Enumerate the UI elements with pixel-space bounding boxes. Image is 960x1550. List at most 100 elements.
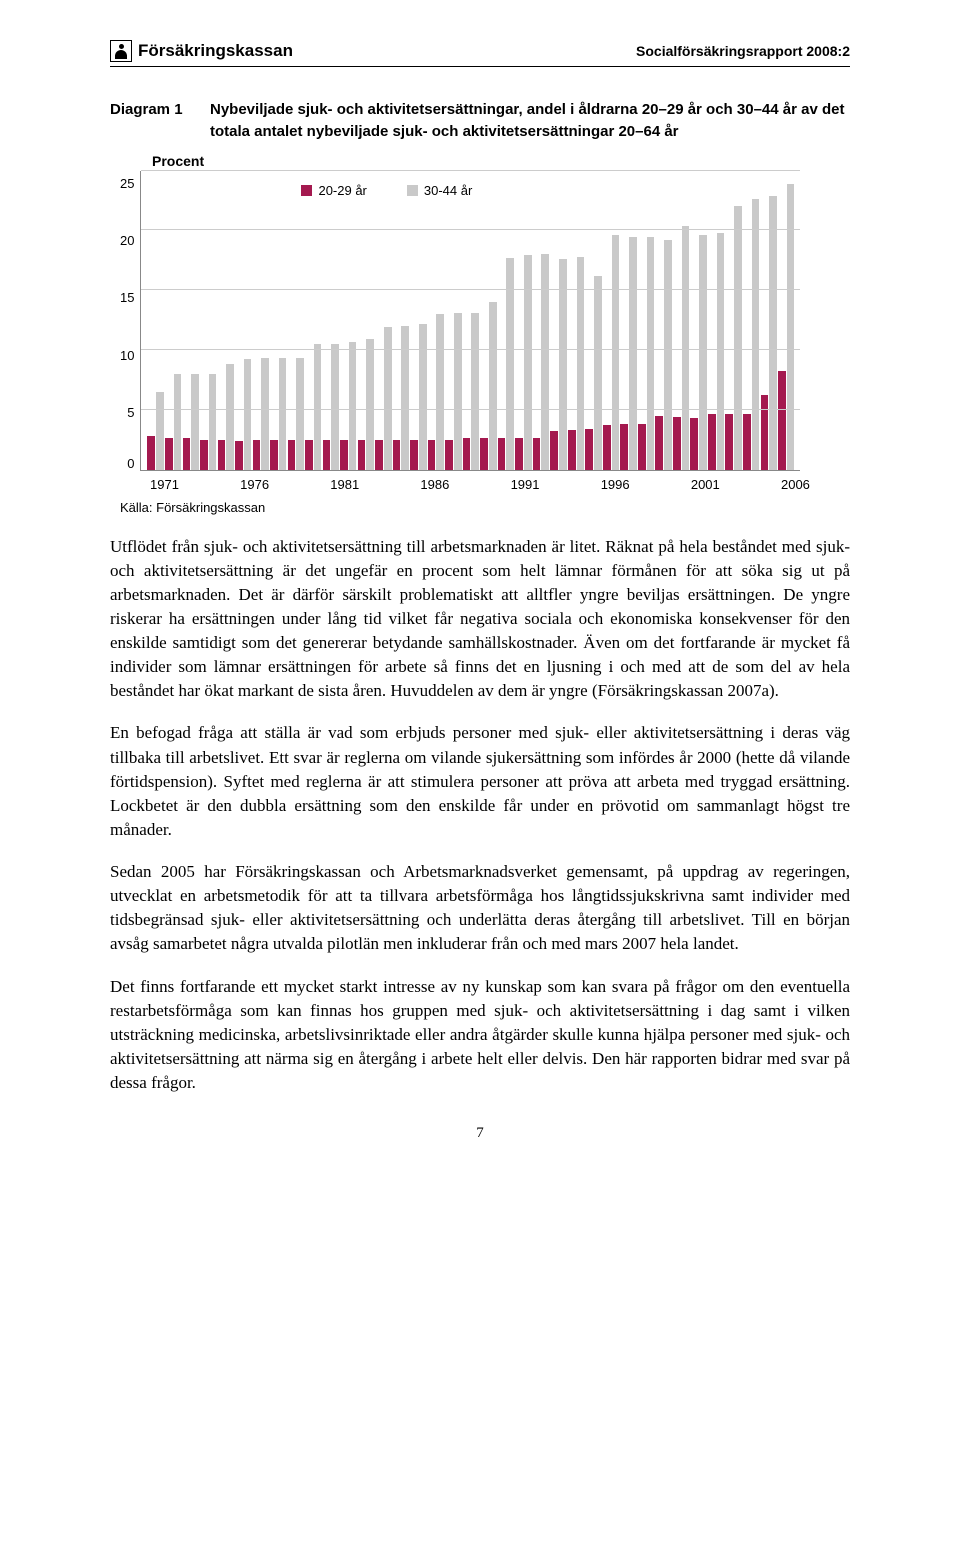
bar-30-44 <box>682 226 690 470</box>
bar-20-29 <box>410 440 418 470</box>
bar-group <box>410 171 426 470</box>
paragraph: Sedan 2005 har Försäkringskassan och Arb… <box>110 860 850 957</box>
bar-20-29 <box>725 414 733 469</box>
y-tick: 15 <box>120 291 134 304</box>
bar-30-44 <box>366 339 374 469</box>
x-axis-ticks: 19711976198119861991199620012006 <box>150 471 810 492</box>
bar-20-29 <box>603 425 611 469</box>
bar-group <box>690 171 706 470</box>
bar-group <box>358 171 374 470</box>
diagram-title: Nybeviljade sjuk- och aktivitetsersättni… <box>210 99 850 143</box>
bar-30-44 <box>787 184 795 470</box>
bar-20-29 <box>655 416 663 470</box>
bar-30-44 <box>349 342 357 470</box>
bar-30-44 <box>226 364 234 469</box>
bar-20-29 <box>270 440 278 470</box>
x-tick: 2006 <box>781 477 810 492</box>
bar-20-29 <box>358 440 366 470</box>
bar-20-29 <box>673 417 681 470</box>
bar-30-44 <box>156 392 164 470</box>
bar-20-29 <box>761 395 769 469</box>
bar-group <box>235 171 251 470</box>
bar-20-29 <box>445 440 453 470</box>
x-tick: 1976 <box>240 477 269 492</box>
y-axis-ticks: 2520151050 <box>120 171 140 471</box>
bar-group <box>288 171 304 470</box>
bar-30-44 <box>612 235 620 469</box>
bar-30-44 <box>174 374 182 470</box>
diagram-1: Diagram 1 Nybeviljade sjuk- och aktivite… <box>110 99 850 515</box>
bar-group <box>725 171 741 470</box>
bar-30-44 <box>524 255 532 469</box>
bar-group <box>463 171 479 470</box>
bar-group <box>498 171 514 470</box>
y-tick: 5 <box>127 406 134 419</box>
bar-30-44 <box>699 235 707 469</box>
page-number: 7 <box>110 1125 850 1142</box>
bar-30-44 <box>191 374 199 470</box>
diagram-number: Diagram 1 <box>110 99 210 143</box>
bar-30-44 <box>209 374 217 470</box>
bar-30-44 <box>664 240 672 470</box>
bar-20-29 <box>375 440 383 470</box>
y-tick: 20 <box>120 234 134 247</box>
bar-20-29 <box>165 438 173 469</box>
bar-group <box>515 171 531 470</box>
bar-group <box>270 171 286 470</box>
bar-20-29 <box>585 429 593 470</box>
bar-20-29 <box>638 424 646 469</box>
bar-20-29 <box>200 440 208 470</box>
paragraph: Det finns fortfarande ett mycket starkt … <box>110 975 850 1096</box>
bar-20-29 <box>743 414 751 469</box>
page-header: Försäkringskassan Socialförsäkringsrappo… <box>110 40 850 67</box>
bar-group <box>603 171 619 470</box>
bar-30-44 <box>454 313 462 470</box>
bar-20-29 <box>690 418 698 469</box>
y-tick: 25 <box>120 177 134 190</box>
bar-20-29 <box>428 440 436 470</box>
bar-30-44 <box>594 276 602 470</box>
bar-20-29 <box>463 438 471 469</box>
bar-20-29 <box>620 424 628 469</box>
bar-30-44 <box>752 199 760 469</box>
bar-group <box>550 171 566 470</box>
bar-20-29 <box>778 371 786 469</box>
x-tick: 1981 <box>330 477 359 492</box>
bar-20-29 <box>533 438 541 469</box>
bar-group <box>183 171 199 470</box>
bar-group <box>778 171 794 470</box>
diagram-heading: Diagram 1 Nybeviljade sjuk- och aktivite… <box>110 99 850 143</box>
x-tick: 1991 <box>511 477 540 492</box>
bar-group <box>480 171 496 470</box>
bar-group <box>323 171 339 470</box>
bar-group <box>165 171 181 470</box>
bar-group <box>428 171 444 470</box>
x-tick: 2001 <box>691 477 720 492</box>
bar-30-44 <box>541 254 549 469</box>
plot-area: 20-29 år 30-44 år <box>140 171 800 471</box>
bar-20-29 <box>708 414 716 469</box>
bar-30-44 <box>489 302 497 469</box>
bar-group <box>638 171 654 470</box>
bar-group <box>585 171 601 470</box>
body-text: Utflödet från sjuk- och aktivitetsersätt… <box>110 535 850 1096</box>
bar-20-29 <box>498 438 506 469</box>
bar-20-29 <box>550 431 558 469</box>
logo-text: Försäkringskassan <box>138 41 293 61</box>
bar-20-29 <box>235 441 243 470</box>
bar-30-44 <box>261 358 269 469</box>
report-id: Socialförsäkringsrapport 2008:2 <box>636 43 850 59</box>
bar-30-44 <box>769 196 777 470</box>
bar-20-29 <box>147 436 155 469</box>
bar-30-44 <box>279 358 287 469</box>
y-tick: 0 <box>127 457 134 470</box>
bar-20-29 <box>323 440 331 470</box>
bar-30-44 <box>471 313 479 470</box>
bar-20-29 <box>340 440 348 470</box>
bar-group <box>147 171 163 470</box>
paragraph: En befogad fråga att ställa är vad som e… <box>110 721 850 842</box>
bar-group <box>218 171 234 470</box>
bar-group <box>708 171 724 470</box>
bar-group <box>673 171 689 470</box>
bar-20-29 <box>305 440 313 470</box>
